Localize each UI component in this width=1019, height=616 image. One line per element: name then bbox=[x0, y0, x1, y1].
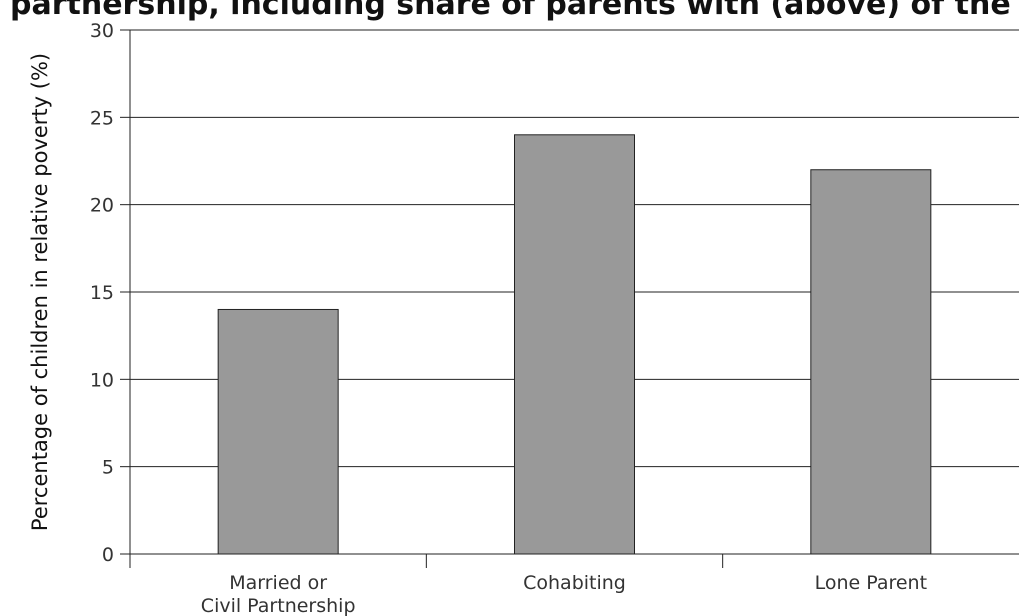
bar bbox=[810, 169, 932, 555]
y-tick-label: 20 bbox=[90, 195, 114, 217]
y-tick-label: 5 bbox=[102, 457, 114, 479]
y-tick-label: 15 bbox=[90, 282, 114, 304]
chart-title: partnership, including share of parents … bbox=[10, 0, 1011, 22]
x-tick-label: Married or Civil Partnership bbox=[201, 572, 356, 616]
y-tick-label: 10 bbox=[90, 369, 114, 391]
y-axis-label: Percentage of children in relative pover… bbox=[28, 53, 52, 531]
bar bbox=[217, 308, 339, 555]
y-tick-labels: 0 5 10 15 20 25 30 bbox=[90, 20, 114, 566]
axes bbox=[120, 29, 1019, 568]
y-tick-label: 0 bbox=[102, 544, 114, 566]
x-tick-label: Lone Parent bbox=[815, 572, 927, 594]
x-tick-label: Cohabiting bbox=[523, 572, 626, 594]
bar bbox=[514, 134, 635, 555]
y-tick-label: 30 bbox=[90, 20, 114, 42]
x-tick-labels: Married or Civil Partnership Cohabiting Lon… bbox=[201, 572, 927, 616]
bars bbox=[217, 134, 932, 555]
y-tick-label: 25 bbox=[90, 107, 114, 129]
